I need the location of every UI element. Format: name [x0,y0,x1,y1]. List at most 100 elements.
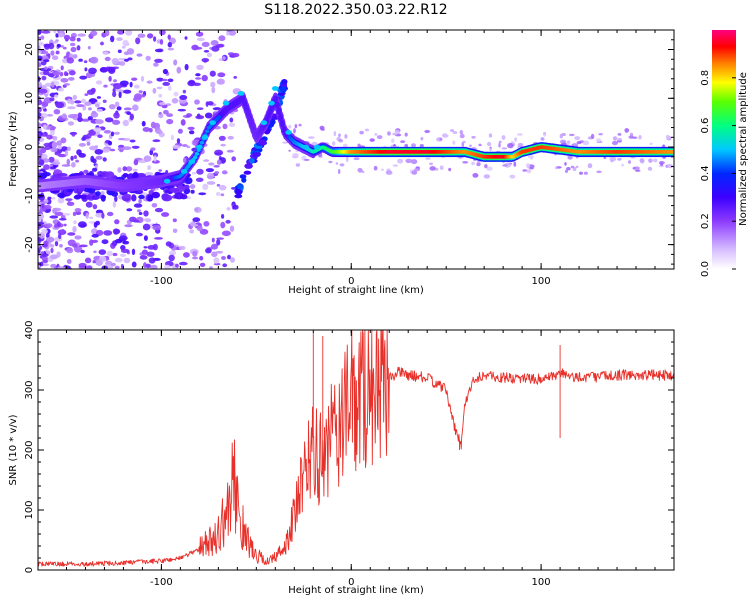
spectrogram-noise-blob [98,249,107,255]
spectrogram-noise-blob [514,137,517,142]
spectrogram-noise-blob [89,216,94,219]
spectrogram-noise-blob [105,117,114,123]
spectrogram-noise-blob [227,254,231,260]
spectrogram-noise-blob [221,230,231,237]
spectrogram-noise-blob [666,163,674,169]
spectrogram-noise-blob [439,165,444,170]
spectrogram-noise-blob [138,90,143,93]
spectrogram-noise-blob [90,30,98,36]
spectrogram-noise-blob [162,81,170,86]
spectrogram-noise-blob [87,46,91,50]
spectrogram-noise-blob [52,71,62,76]
spectrogram-noise-blob [133,203,143,208]
spectrogram-noise-blob [40,35,45,40]
spectrogram-noise-blob [596,170,602,174]
spectrogram-noise-blob [71,133,76,137]
spectrogram-noise-blob [71,162,76,168]
spectrogram-noise-blob [190,189,195,194]
spectrogram-noise-blob [173,59,178,66]
spectrogram-noise-blob [176,138,181,144]
spectrogram-noise-blob [357,167,363,173]
spectrogram-branch-blob [258,139,267,146]
spectrogram-branch-blob [236,184,244,189]
spectrogram-branch-blob [236,188,242,196]
spectrogram-ridge-core [194,152,200,156]
spectrogram-noise-blob [118,235,128,241]
spectrogram-noise-blob [202,183,209,190]
spectrogram-noise-blob [635,166,640,171]
spectrogram-noise-blob [112,88,116,93]
spectrogram-x-label: Height of straight line (km) [288,285,424,296]
spectrogram-band-blob [122,173,129,178]
spectrogram-noise-blob [177,128,183,134]
spectrogram-noise-blob [122,119,129,127]
spectrogram-noise-blob [498,140,502,144]
spectrogram-noise-blob [292,153,299,158]
spectrogram-noise-blob [206,101,214,106]
snr-y-tick-label: 0 [24,567,35,573]
spectrogram-noise-blob [172,218,177,223]
spectrogram-noise-blob [92,260,96,264]
spectrogram-noise-blob [131,261,137,268]
spectrogram-noise-blob [132,168,138,172]
spectrogram-noise-blob [95,119,104,125]
spectrogram-noise-blob [61,164,71,167]
spectrogram-marks [38,30,674,269]
spectrogram-noise-blob [146,251,155,257]
spectrogram-noise-blob [230,257,235,263]
spectrogram-noise-blob [294,124,298,129]
spectrogram-noise-blob [376,135,383,140]
spectrogram-noise-blob [221,214,225,219]
spectrogram-noise-blob [95,103,100,108]
spectrogram-noise-blob [170,134,174,141]
spectrogram-noise-blob [108,75,112,82]
spectrogram-noise-blob [196,107,204,110]
spectrogram-noise-blob [576,141,582,145]
spectrogram-noise-blob [195,177,204,182]
spectrogram-noise-blob [126,208,133,212]
spectrogram-x-tick-label: 100 [532,276,551,287]
spectrogram-noise-blob [145,55,151,61]
spectrogram-noise-blob [471,161,475,166]
spectrogram-noise-blob [462,161,469,164]
spectrogram-noise-blob [199,255,204,261]
spectrogram-noise-blob [77,116,83,122]
spectrogram-noise-blob [288,149,291,152]
spectrogram-noise-blob [60,78,69,83]
spectrogram-noise-blob [49,254,59,260]
spectrogram-noise-blob [172,144,181,150]
spectrogram-noise-blob [44,145,51,151]
spectrogram-noise-blob [113,79,117,83]
spectrogram-noise-blob [58,233,62,240]
snr-x-tick-label: -100 [150,577,173,588]
spectrogram-ridge-highlight [163,178,171,184]
spectrogram-noise-blob [632,136,638,139]
spectrogram-noise-blob [406,158,412,162]
spectrogram-noise-blob [159,39,164,45]
spectrogram-noise-blob [50,50,55,56]
spectrogram-noise-blob [203,221,210,227]
spectrogram-noise-blob [76,37,81,42]
spectrogram-noise-blob [209,70,216,77]
spectrogram-noise-blob [154,237,163,240]
spectrogram-noise-blob [101,148,111,153]
spectrogram-noise-blob [142,223,151,231]
spectrogram-noise-blob [182,157,187,164]
spectrogram-noise-blob [38,99,43,106]
snr-ticks: -100 0 100 0 100 200 300 400 [24,320,674,588]
spectrogram-noise-blob [189,221,196,225]
colorbar-tick-label: 0.6 [700,118,711,134]
spectrogram-noise-blob [509,174,516,179]
spectrogram-noise-blob [78,153,86,158]
spectrogram-noise-blob [233,76,237,79]
spectrogram-noise-blob [129,139,136,143]
spectrogram-noise-blob [189,229,195,234]
spectrogram-band-blob [42,172,51,177]
spectrogram-noise-blob [192,250,198,257]
spectrogram-noise-blob [215,191,221,197]
spectrogram-noise-blob [41,253,49,257]
spectrogram-noise-blob [123,257,131,264]
spectrogram-noise-blob [213,257,220,264]
spectrogram-noise-blob [51,55,59,60]
